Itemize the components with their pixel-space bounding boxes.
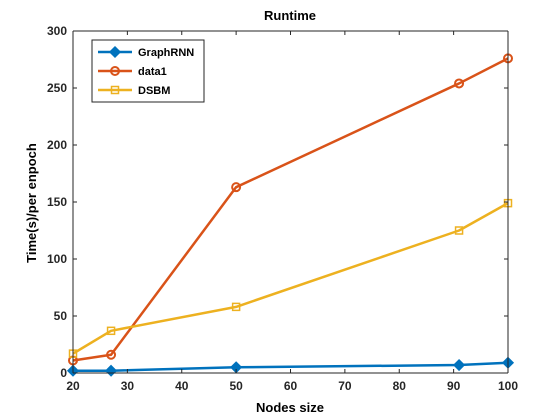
y-tick-label: 100 <box>47 252 67 266</box>
x-tick-label: 70 <box>338 379 352 393</box>
x-tick-label: 20 <box>66 379 80 393</box>
y-tick-label: 150 <box>47 195 67 209</box>
x-tick-label: 30 <box>121 379 135 393</box>
legend: GraphRNN data1 DSBM <box>92 40 204 102</box>
x-tick-label: 60 <box>284 379 298 393</box>
legend-label: data1 <box>138 66 167 78</box>
y-tick-label: 250 <box>47 81 67 95</box>
legend-label: GraphRNN <box>138 47 194 59</box>
x-tick-label: 50 <box>229 379 243 393</box>
legend-label: DSBM <box>138 85 170 97</box>
y-tick-label: 0 <box>60 366 67 380</box>
chart-title: Runtime <box>264 8 316 23</box>
x-tick-label: 100 <box>498 379 518 393</box>
y-tick-label: 200 <box>47 138 67 152</box>
x-tick-label: 90 <box>447 379 461 393</box>
y-tick-label: 300 <box>47 24 67 38</box>
x-axis-label: Nodes size <box>256 400 324 415</box>
y-axis-label: Time(s)/per enpoch <box>24 143 39 263</box>
x-tick-label: 40 <box>175 379 189 393</box>
x-tick-label: 80 <box>393 379 407 393</box>
y-tick-label: 50 <box>54 309 68 323</box>
